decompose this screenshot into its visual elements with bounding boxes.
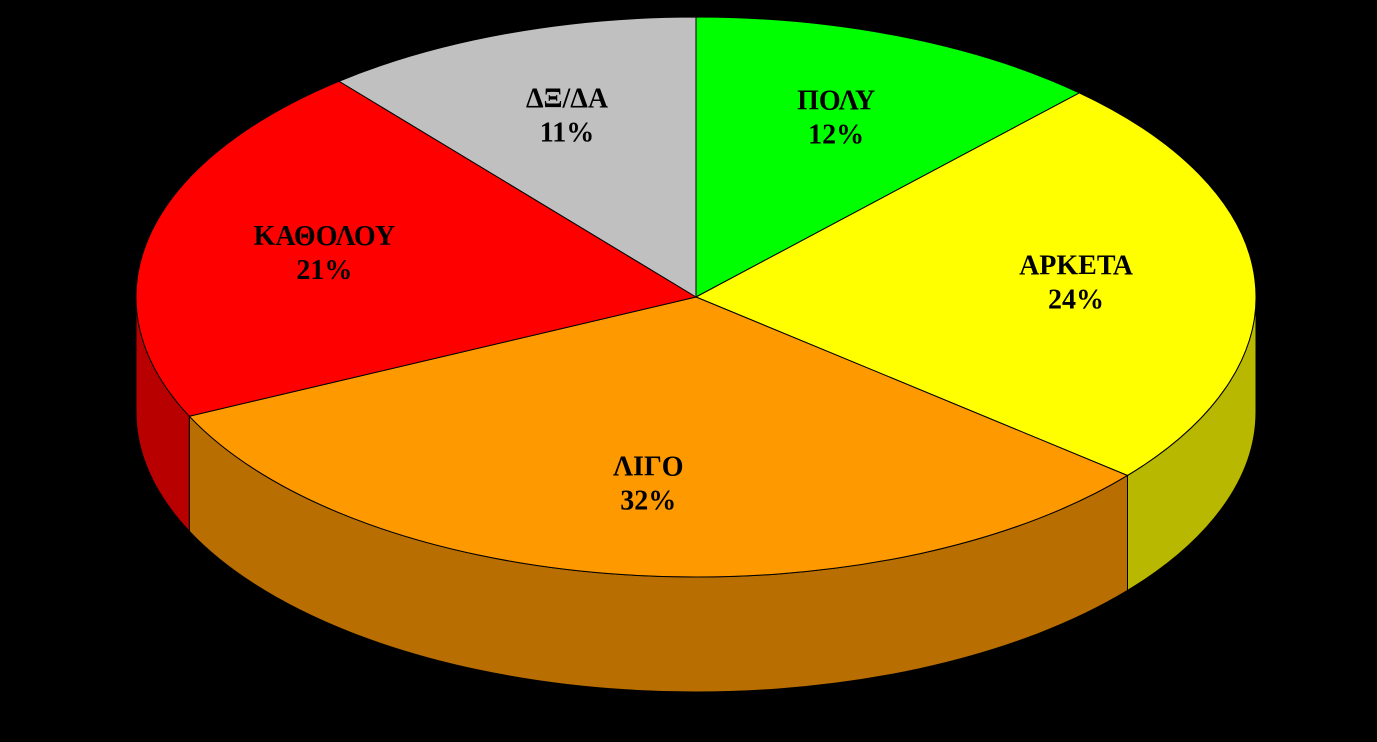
slice bbox=[188, 296, 1129, 578]
slice-label: ΔΞ/ΔΑ bbox=[526, 83, 609, 114]
slice bbox=[695, 16, 1081, 298]
value-label: 12% bbox=[808, 119, 864, 150]
value-label: 21% bbox=[296, 255, 352, 286]
slice-label: ΚΑΘΟΛΟΥ bbox=[254, 221, 396, 252]
slice bbox=[694, 92, 1257, 477]
slice-label: ΠΟΛΥ bbox=[797, 85, 875, 116]
slice-label: ΛΙΓΟ bbox=[613, 451, 684, 482]
value-label: 24% bbox=[1048, 284, 1104, 315]
slice-label: ΑΡΚΕΤΑ bbox=[1019, 250, 1134, 281]
slice bbox=[337, 16, 697, 298]
value-label: 32% bbox=[620, 485, 676, 516]
value-label: 11% bbox=[540, 117, 594, 148]
slice bbox=[135, 80, 698, 417]
